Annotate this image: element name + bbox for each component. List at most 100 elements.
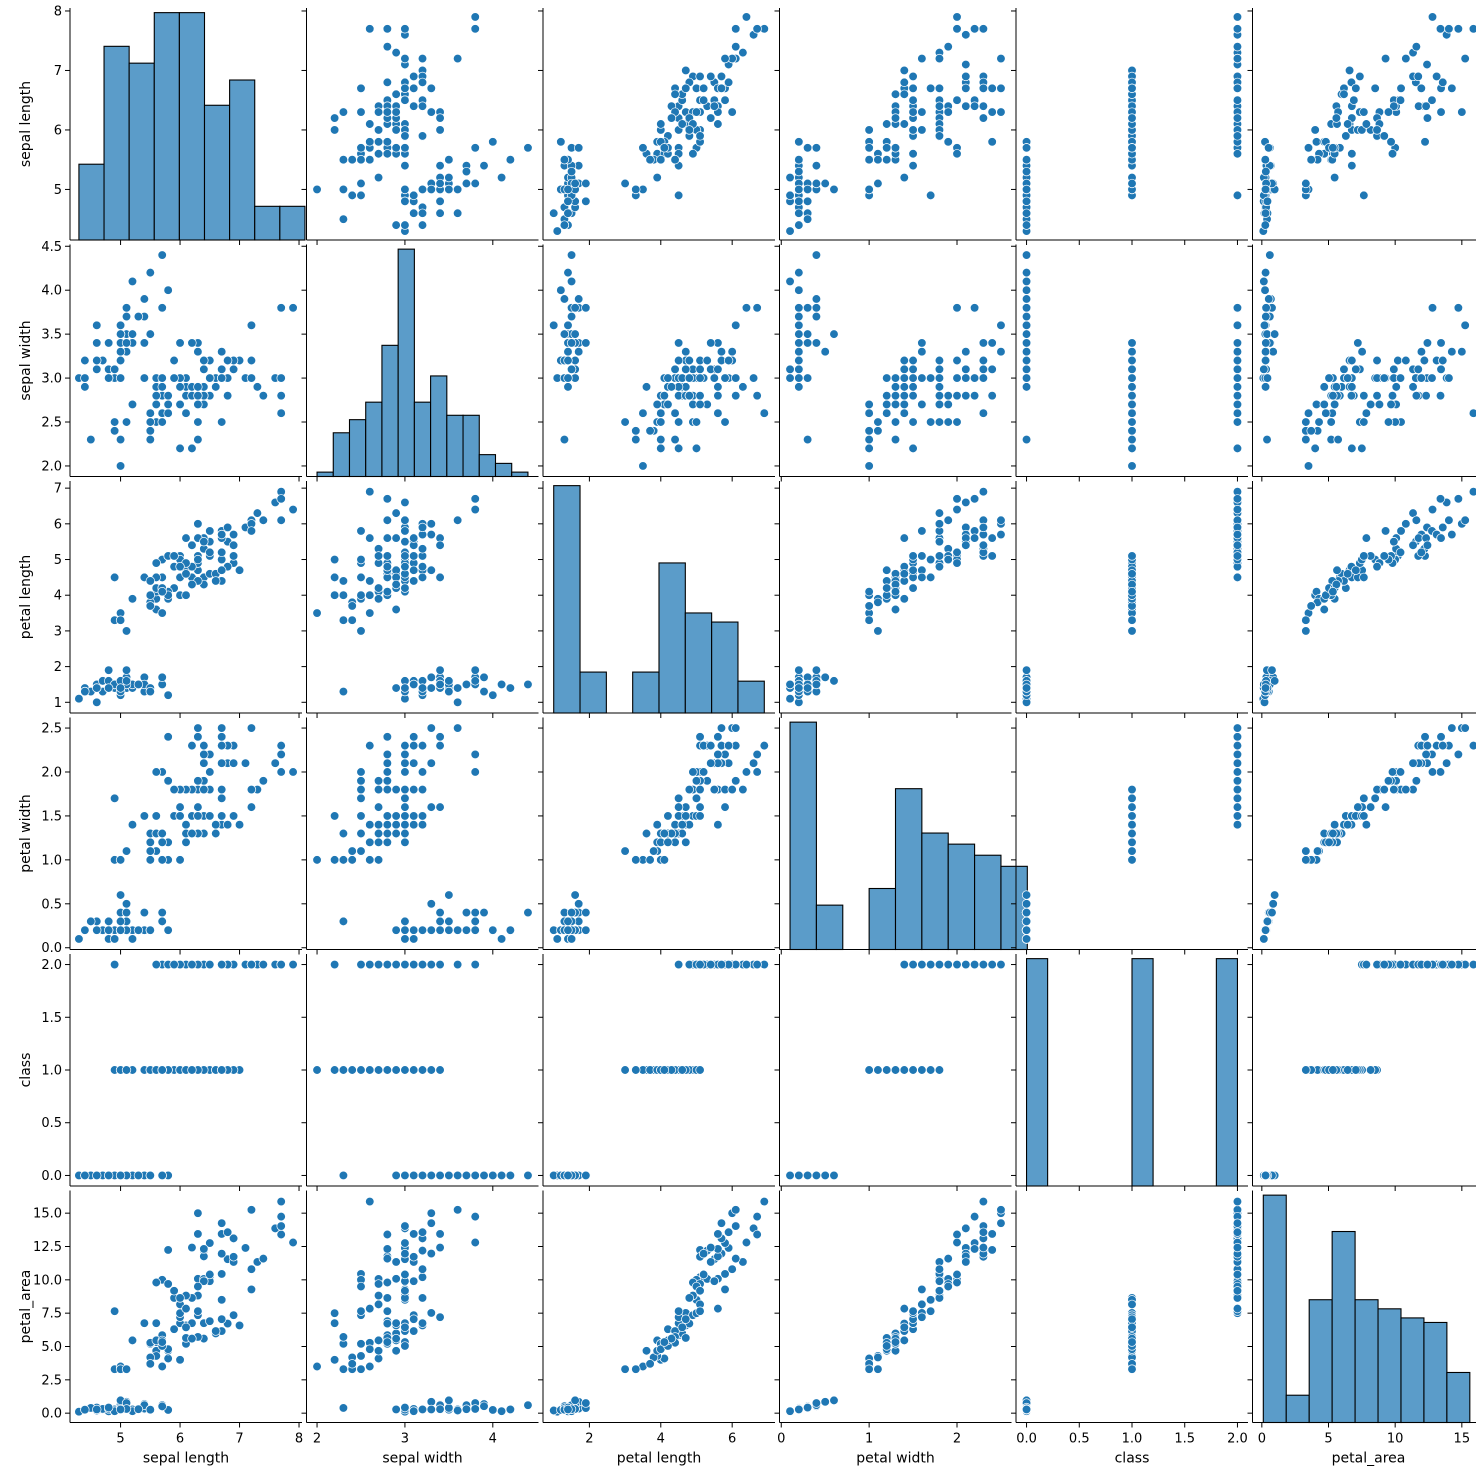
point xyxy=(987,364,997,374)
point xyxy=(882,1065,892,1075)
point xyxy=(688,149,698,159)
point xyxy=(752,1229,762,1240)
point xyxy=(731,1253,741,1264)
point xyxy=(373,107,384,117)
point xyxy=(952,558,962,568)
point xyxy=(217,959,227,970)
point xyxy=(720,373,730,383)
point xyxy=(559,329,570,339)
point xyxy=(417,562,428,572)
point xyxy=(409,1314,419,1324)
point xyxy=(759,408,769,418)
point xyxy=(400,837,410,847)
point xyxy=(1127,417,1137,427)
point xyxy=(934,131,945,141)
point xyxy=(104,665,114,675)
y-tick-label: 0.5 xyxy=(41,1116,62,1131)
point xyxy=(409,732,419,742)
point xyxy=(1232,338,1243,348)
point xyxy=(908,1306,918,1316)
point xyxy=(1021,196,1032,206)
point xyxy=(1021,267,1032,278)
point xyxy=(1355,71,1365,82)
point xyxy=(115,373,126,383)
point xyxy=(752,767,762,777)
point xyxy=(899,569,909,579)
point xyxy=(115,320,126,330)
point xyxy=(1393,355,1403,366)
point xyxy=(435,160,445,171)
point xyxy=(1021,184,1032,195)
point xyxy=(1453,494,1464,504)
point xyxy=(145,1170,155,1181)
point xyxy=(391,1170,401,1181)
point xyxy=(157,586,167,597)
point xyxy=(488,1170,498,1181)
point xyxy=(400,562,410,572)
point xyxy=(523,143,533,153)
point xyxy=(794,683,804,693)
point xyxy=(121,417,132,427)
point xyxy=(426,1218,436,1228)
point xyxy=(1301,178,1311,189)
point xyxy=(1379,131,1389,141)
hist-bar-sw-12 xyxy=(511,471,529,478)
point xyxy=(987,959,997,970)
point xyxy=(1127,586,1137,597)
point xyxy=(996,107,1006,117)
point xyxy=(400,24,410,34)
point xyxy=(1127,1364,1137,1374)
point xyxy=(151,399,161,410)
point xyxy=(391,143,401,153)
point xyxy=(228,1252,239,1262)
point xyxy=(794,338,804,348)
point xyxy=(688,767,698,777)
point xyxy=(1021,934,1032,944)
point xyxy=(1127,569,1137,579)
point xyxy=(1401,53,1411,64)
point xyxy=(952,1229,962,1240)
point xyxy=(329,959,340,970)
point xyxy=(961,391,971,401)
point xyxy=(559,220,570,230)
point xyxy=(163,1353,173,1364)
point xyxy=(752,391,762,401)
point xyxy=(713,732,723,742)
point xyxy=(794,285,804,295)
hist-bar-pl-0 xyxy=(553,485,581,714)
point xyxy=(1232,373,1243,383)
point xyxy=(187,338,197,348)
point xyxy=(400,749,410,760)
point xyxy=(417,740,428,751)
point xyxy=(356,1065,366,1075)
point xyxy=(193,732,203,742)
point xyxy=(811,160,822,171)
point xyxy=(417,1170,428,1181)
point xyxy=(741,303,752,313)
point xyxy=(505,925,516,935)
point xyxy=(127,594,138,604)
point xyxy=(1435,767,1446,777)
point xyxy=(1232,732,1243,742)
point xyxy=(1328,143,1338,153)
point xyxy=(382,1229,392,1240)
point xyxy=(400,1341,410,1351)
point xyxy=(961,83,971,93)
point xyxy=(1301,1065,1311,1075)
point xyxy=(713,820,723,830)
panel-sl-vs-pa xyxy=(1247,8,1476,245)
point xyxy=(978,338,989,348)
point xyxy=(1232,811,1243,821)
point xyxy=(552,226,562,236)
point xyxy=(417,208,428,218)
point xyxy=(1444,373,1454,383)
point xyxy=(470,907,480,918)
point xyxy=(738,784,748,795)
point xyxy=(681,347,691,357)
point xyxy=(453,1205,463,1215)
point xyxy=(794,155,804,165)
point xyxy=(453,723,463,733)
point xyxy=(187,1242,197,1253)
point xyxy=(802,184,813,195)
point xyxy=(391,47,401,58)
